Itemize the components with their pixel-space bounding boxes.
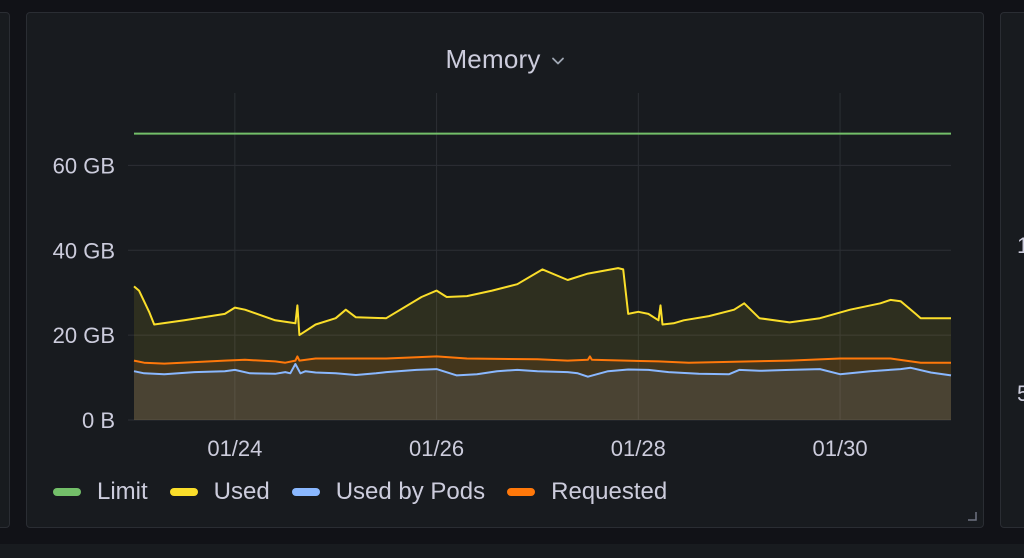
x-tick-label: 01/28 bbox=[611, 436, 666, 461]
resize-handle-icon[interactable] bbox=[967, 511, 977, 521]
memory-chart: 0 B 20 GB 40 GB 60 GB 01/24 01/26 01/28 01/30 bbox=[53, 93, 952, 461]
area-used-by-pods bbox=[134, 364, 951, 420]
legend-item-requested[interactable]: Requested bbox=[507, 478, 667, 506]
x-tick-label: 01/26 bbox=[409, 436, 464, 461]
legend-label: Used bbox=[213, 478, 270, 505]
legend-label: Requested bbox=[551, 478, 668, 505]
x-tick-label: 01/30 bbox=[813, 436, 868, 461]
right-panel-tick-label: 5 bbox=[1017, 381, 1024, 406]
legend: Limit Used Used by Pods Requested bbox=[53, 477, 667, 507]
panel-header[interactable]: Memory bbox=[27, 41, 983, 77]
legend-swatch bbox=[291, 488, 320, 496]
legend-swatch bbox=[53, 488, 81, 496]
right-neighbor-panel: 1 5 bbox=[1000, 12, 1024, 528]
y-tick-label: 60 GB bbox=[53, 153, 115, 178]
legend-item-limit[interactable]: Limit bbox=[53, 478, 148, 506]
next-row-panel bbox=[0, 544, 1024, 558]
series-line-used bbox=[133, 267, 951, 337]
chevron-down-icon[interactable] bbox=[551, 54, 565, 68]
y-tick-label: 0 B bbox=[82, 408, 115, 433]
series-lines bbox=[133, 132, 952, 378]
legend-item-used[interactable]: Used bbox=[169, 478, 270, 506]
x-tick-label: 01/24 bbox=[207, 436, 262, 461]
y-tick-label: 20 GB bbox=[53, 323, 115, 348]
legend-label: Used by Pods bbox=[335, 478, 486, 505]
legend-item-used-by-pods[interactable]: Used by Pods bbox=[291, 478, 486, 506]
grid bbox=[128, 93, 951, 421]
panel-title[interactable]: Memory bbox=[445, 43, 541, 74]
series-line-requested bbox=[133, 355, 951, 365]
area-requested bbox=[134, 356, 951, 420]
memory-panel: Memory 0 B 20 GB 40 GB 60 GB 01/24 01/26 01/28… bbox=[26, 12, 984, 528]
axes: 0 B 20 GB 40 GB 60 GB 01/24 01/26 01/28 01/30 bbox=[53, 153, 868, 461]
y-tick-label: 40 GB bbox=[53, 238, 115, 263]
legend-swatch bbox=[507, 488, 536, 496]
series-line-used-by-pods bbox=[133, 363, 952, 378]
legend-label: Limit bbox=[97, 478, 148, 505]
right-panel-tick-label: 1 bbox=[1017, 233, 1024, 258]
left-neighbor-panel bbox=[0, 12, 10, 528]
area-fills bbox=[134, 268, 951, 420]
legend-swatch bbox=[169, 488, 198, 496]
